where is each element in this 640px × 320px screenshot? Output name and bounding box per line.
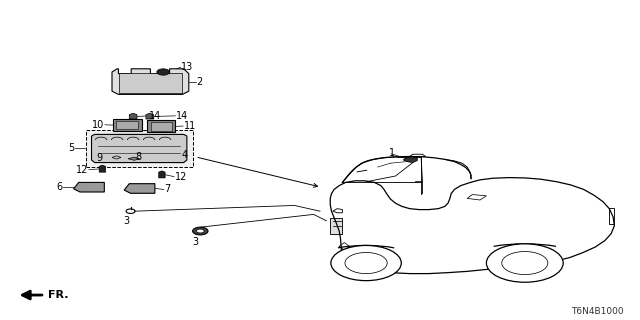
Text: 11: 11 <box>184 121 196 131</box>
Text: 8: 8 <box>136 152 142 162</box>
Text: 12: 12 <box>175 172 187 182</box>
Text: 4: 4 <box>181 150 188 160</box>
Polygon shape <box>112 156 121 159</box>
Polygon shape <box>124 184 155 193</box>
FancyBboxPatch shape <box>151 122 172 131</box>
Polygon shape <box>129 113 137 119</box>
Text: 7: 7 <box>164 184 171 195</box>
FancyBboxPatch shape <box>119 73 182 93</box>
Text: FR.: FR. <box>48 290 68 300</box>
Polygon shape <box>99 165 106 172</box>
Polygon shape <box>159 171 165 178</box>
Polygon shape <box>74 182 104 192</box>
Text: 10: 10 <box>92 120 104 130</box>
Circle shape <box>157 69 170 75</box>
Polygon shape <box>92 134 187 163</box>
Polygon shape <box>146 113 154 119</box>
Text: 14: 14 <box>176 111 188 121</box>
Text: 13: 13 <box>181 62 193 72</box>
Text: 14: 14 <box>149 111 161 121</box>
Text: T6N4B1000: T6N4B1000 <box>572 307 624 316</box>
Circle shape <box>486 244 563 282</box>
FancyBboxPatch shape <box>86 130 193 167</box>
Polygon shape <box>112 69 189 94</box>
Text: 12: 12 <box>76 164 88 175</box>
Polygon shape <box>330 178 614 274</box>
Polygon shape <box>128 157 140 160</box>
Polygon shape <box>403 157 417 163</box>
Polygon shape <box>330 218 342 234</box>
FancyBboxPatch shape <box>116 121 138 129</box>
Text: 2: 2 <box>196 76 203 87</box>
Circle shape <box>331 245 401 281</box>
Text: 1: 1 <box>389 148 396 158</box>
FancyBboxPatch shape <box>147 120 175 132</box>
FancyBboxPatch shape <box>113 119 142 131</box>
Text: 5: 5 <box>68 143 74 154</box>
Text: 9: 9 <box>96 153 102 164</box>
Circle shape <box>193 227 208 235</box>
Text: 3: 3 <box>124 216 130 227</box>
Circle shape <box>196 229 204 233</box>
Text: 3: 3 <box>192 237 198 247</box>
Text: 6: 6 <box>56 182 63 192</box>
